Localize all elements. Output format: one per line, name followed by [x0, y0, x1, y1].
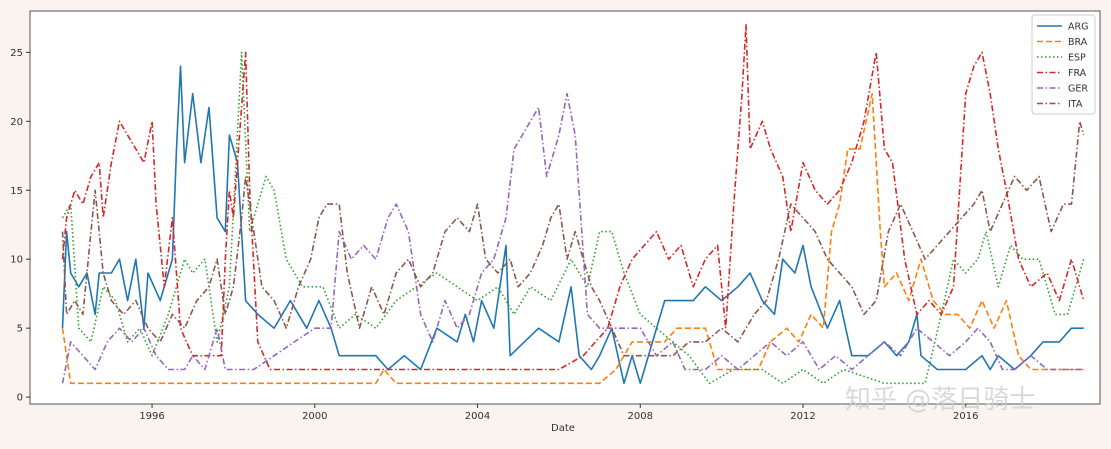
legend-label-ger: GER — [1068, 84, 1088, 95]
legend-label-fra: FRA — [1068, 68, 1087, 79]
y-tick-label: 15 — [10, 186, 23, 197]
legend-label-esp: ESP — [1068, 53, 1086, 64]
series-line-bra — [61, 92, 1084, 385]
legend-label-ita: ITA — [1068, 99, 1083, 110]
series-line-esp — [61, 51, 1085, 385]
watermark: 知乎 @落日骑士 — [845, 385, 1035, 415]
y-axis-ticks: 0 5 10 15 20 25 — [10, 48, 30, 404]
x-tick-label: 2016 — [953, 411, 978, 422]
x-tick-label: 2008 — [628, 411, 653, 422]
y-tick-label: 0 — [17, 393, 23, 404]
x-axis-label: Date — [551, 423, 575, 434]
legend: ARG BRA ESP FRA GER ITA — [1031, 14, 1096, 115]
x-tick-label: 2012 — [790, 411, 815, 422]
x-axis-ticks: 1996 2000 2004 2008 2012 2016 — [139, 404, 978, 422]
legend-label-bra: BRA — [1068, 37, 1088, 48]
legend-box — [1031, 14, 1096, 115]
y-tick-label: 10 — [10, 255, 23, 266]
y-tick-label: 5 — [17, 324, 23, 335]
legend-label-arg: ARG — [1068, 22, 1088, 33]
series-line-fra — [61, 23, 1085, 371]
x-tick-label: 2004 — [465, 411, 490, 422]
plot-area — [29, 10, 1101, 405]
series-line-arg — [61, 65, 1084, 385]
series-lines — [61, 23, 1085, 385]
x-tick-label: 2000 — [302, 411, 327, 422]
series-line-ita — [61, 120, 1085, 357]
y-tick-label: 20 — [10, 117, 23, 128]
y-tick-label: 25 — [10, 48, 23, 59]
x-tick-label: 1996 — [139, 411, 164, 422]
